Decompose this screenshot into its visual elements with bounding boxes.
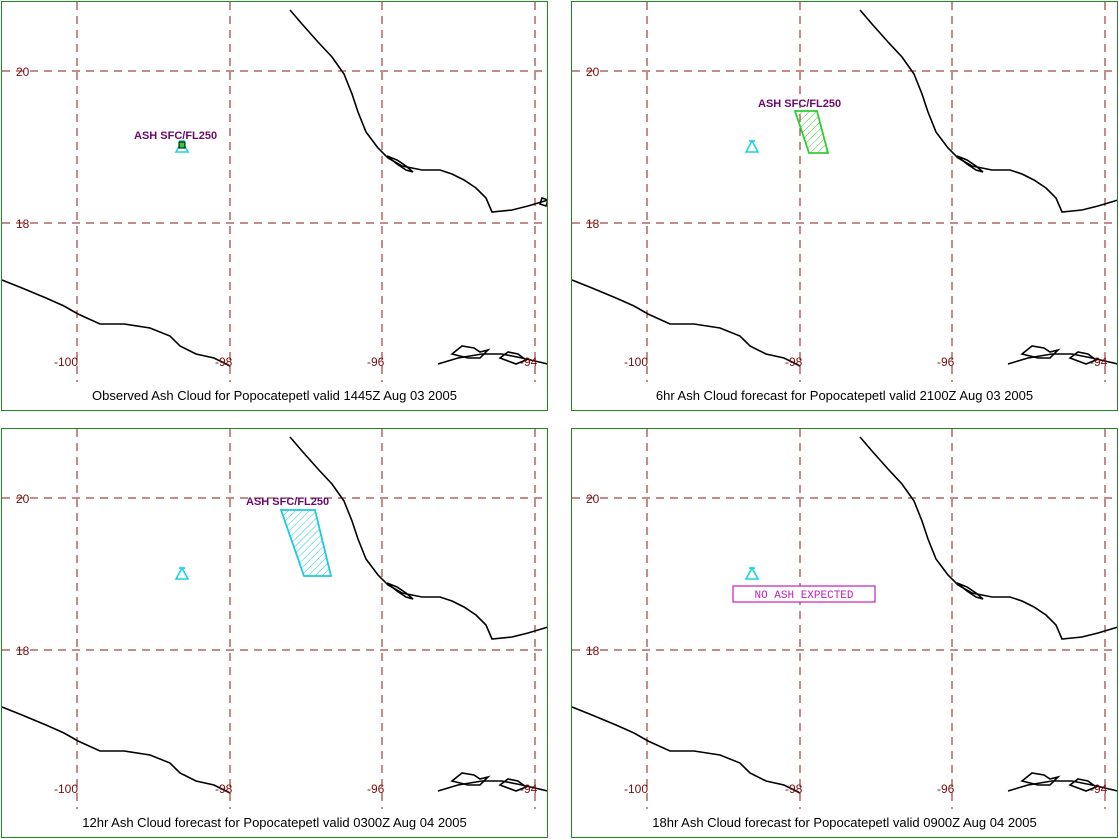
lon-label-100: -100 [624, 355, 648, 369]
panel-caption: 12hr Ash Cloud forecast for Popocatepetl… [82, 815, 467, 830]
lon-label-100: -100 [54, 355, 78, 369]
ash-layer-label: ASH SFC/FL250 [134, 130, 217, 142]
lon-label-94: -94 [1090, 355, 1108, 369]
grid-lines [572, 2, 1117, 382]
no-ash-label: NO ASH EXPECTED [754, 590, 853, 602]
ash-layer-label: ASH SFC/FL250 [246, 496, 329, 508]
coastline [572, 9, 1117, 367]
lon-label-96: -96 [937, 782, 955, 796]
map-canvas: ASH SFC/FL250 20 18 -100 -98 -96 -94 [2, 429, 547, 809]
panel-caption: Observed Ash Cloud for Popocatepetl vali… [92, 388, 457, 403]
lon-label-94: -94 [520, 355, 538, 369]
lon-label-94: -94 [520, 782, 538, 796]
map-canvas: NO ASH EXPECTED 20 18 -100 -98 -96 -94 [572, 429, 1117, 809]
panel-caption: 18hr Ash Cloud forecast for Popocatepetl… [652, 815, 1037, 830]
map-panel-observed: ASH SFC/FL250 20 18 -100 -98 -96 -94 Obs… [1, 1, 548, 411]
map-panel-18hr: NO ASH EXPECTED 20 18 -100 -98 -96 -94 1… [571, 428, 1118, 838]
no-ash-box [732, 585, 876, 603]
lat-label-20: 20 [586, 492, 600, 506]
volcano-icon [744, 566, 760, 580]
coastline [2, 9, 547, 367]
grid-lines [2, 2, 547, 382]
lon-label-98: -98 [785, 355, 803, 369]
map-canvas: ASH SFC/FL250 20 18 -100 -98 -96 -94 [572, 2, 1117, 382]
volcano-icon [744, 139, 760, 153]
lon-label-96: -96 [937, 355, 955, 369]
lat-label-18: 18 [16, 644, 30, 658]
lon-label-98: -98 [215, 355, 233, 369]
ash-cloud-forecast-area [279, 509, 333, 577]
coastline [572, 436, 1117, 794]
lat-label-20: 20 [16, 65, 30, 79]
ash-layer-label: ASH SFC/FL250 [758, 98, 841, 110]
lon-label-100: -100 [624, 782, 648, 796]
volcano-icon [174, 566, 190, 580]
panel-caption: 6hr Ash Cloud forecast for Popocatepetl … [655, 388, 1034, 403]
map-canvas: ASH SFC/FL250 20 18 -100 -98 -96 -94 [2, 2, 547, 382]
lon-label-94: -94 [1090, 782, 1108, 796]
lat-label-18: 18 [586, 644, 600, 658]
lat-label-18: 18 [16, 217, 30, 231]
ash-cloud-forecast-area [793, 110, 830, 154]
map-panel-12hr: ASH SFC/FL250 20 18 -100 -98 -96 -94 12h… [1, 428, 548, 838]
coastline [2, 436, 547, 794]
lat-label-18: 18 [586, 217, 600, 231]
ash-cloud-observed [178, 141, 186, 149]
lon-label-100: -100 [54, 782, 78, 796]
lon-label-96: -96 [367, 355, 385, 369]
grid-lines [572, 429, 1117, 809]
map-panel-6hr: ASH SFC/FL250 20 18 -100 -98 -96 -94 6hr… [571, 1, 1118, 411]
lon-label-98: -98 [785, 782, 803, 796]
lon-label-96: -96 [367, 782, 385, 796]
lon-label-98: -98 [215, 782, 233, 796]
lat-label-20: 20 [586, 65, 600, 79]
grid-lines [2, 429, 547, 809]
lat-label-20: 20 [16, 492, 30, 506]
